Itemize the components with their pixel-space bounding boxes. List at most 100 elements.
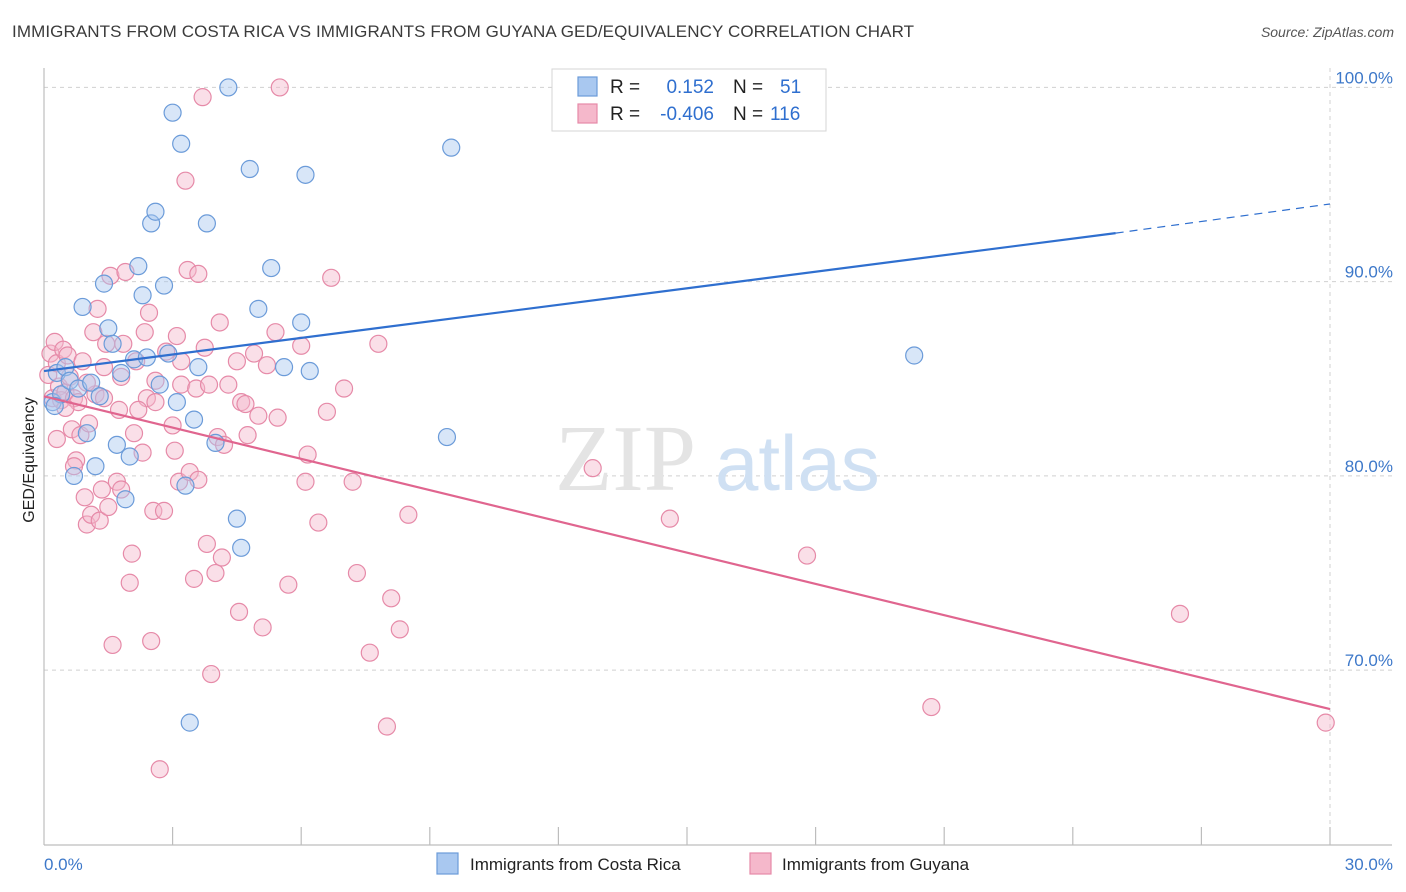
point-guyana <box>193 88 212 107</box>
point-guyana <box>369 334 388 353</box>
point-costa-rica <box>437 427 457 447</box>
point-costa-rica <box>176 476 195 495</box>
point-guyana <box>253 618 272 637</box>
y-tick-labels: 100.0% 90.0% 80.0% 70.0% <box>1335 68 1393 670</box>
point-guyana <box>296 472 315 491</box>
x-tick-label: 0.0% <box>44 855 83 874</box>
point-guyana <box>112 480 131 499</box>
y-tick-label: 100.0% <box>1335 68 1393 87</box>
point-guyana <box>124 424 144 443</box>
point-guyana <box>122 544 141 563</box>
point-costa-rica <box>116 490 135 509</box>
point-guyana <box>266 323 285 342</box>
point-costa-rica <box>112 363 131 383</box>
point-costa-rica <box>292 313 311 332</box>
point-guyana <box>84 323 103 342</box>
legend-swatch-costa-rica <box>577 76 598 97</box>
point-guyana <box>88 299 107 318</box>
point-guyana <box>47 429 66 449</box>
bottom-legend-swatch-guyana <box>749 852 772 875</box>
point-costa-rica <box>150 375 169 394</box>
point-costa-rica <box>45 396 64 416</box>
point-guyana <box>112 367 131 386</box>
point-costa-rica <box>103 334 122 353</box>
trend-line-guyana <box>43 395 1331 711</box>
point-costa-rica <box>146 202 165 221</box>
point-guyana <box>1316 713 1335 732</box>
trend-line-costa-rica-extension <box>1115 203 1331 234</box>
point-guyana <box>268 408 287 427</box>
bottom-legend-costa-rica: Immigrants from Costa Rica <box>470 855 681 874</box>
watermark-atlas: atlas <box>715 419 880 507</box>
point-guyana <box>165 441 184 460</box>
point-costa-rica <box>189 358 208 377</box>
point-guyana <box>120 573 139 592</box>
point-costa-rica <box>905 346 924 365</box>
y-tick-label: 90.0% <box>1345 263 1393 282</box>
point-costa-rica <box>86 457 105 476</box>
point-guyana <box>249 406 268 425</box>
watermark: ZIP atlas <box>555 407 880 511</box>
point-guyana <box>154 501 174 520</box>
point-costa-rica <box>133 286 152 305</box>
point-guyana <box>660 509 679 528</box>
point-guyana <box>92 480 111 499</box>
legend-n-value-guyana: 116 <box>770 104 800 125</box>
point-guyana <box>238 426 257 445</box>
stats-legend: R = 0.152 N = 51 R = -0.406 N = 116 <box>551 68 827 132</box>
point-guyana <box>184 569 204 588</box>
point-costa-rica <box>94 274 114 293</box>
point-guyana <box>797 546 817 565</box>
point-guyana <box>202 664 221 684</box>
point-guyana <box>322 268 341 287</box>
bottom-legend-swatch-costa-rica <box>436 852 459 875</box>
point-guyana <box>206 563 225 583</box>
point-costa-rica <box>99 319 118 338</box>
point-costa-rica <box>240 159 259 179</box>
point-guyana <box>139 303 159 322</box>
point-guyana <box>146 393 165 412</box>
point-guyana <box>150 760 169 779</box>
point-guyana <box>64 457 84 476</box>
point-costa-rica <box>163 103 182 122</box>
legend-n-value-costa-rica: 51 <box>780 77 801 98</box>
point-guyana <box>135 323 154 342</box>
point-costa-rica <box>227 509 246 528</box>
stats-legend-box <box>551 68 827 132</box>
legend-r-value-guyana: -0.406 <box>660 104 714 125</box>
point-costa-rica <box>167 393 186 412</box>
point-costa-rica <box>82 373 101 392</box>
source-label: Source: ZipAtlas.com <box>1260 24 1394 40</box>
point-costa-rica <box>120 447 139 466</box>
point-guyana <box>390 620 409 639</box>
point-guyana <box>142 631 161 651</box>
point-costa-rica <box>184 410 204 429</box>
point-guyana <box>195 338 214 357</box>
point-costa-rica <box>249 299 268 318</box>
point-costa-rica <box>300 361 319 381</box>
point-guyana <box>176 171 195 190</box>
point-guyana <box>1170 604 1190 623</box>
point-guyana <box>210 313 229 332</box>
point-guyana <box>292 336 311 355</box>
point-costa-rica <box>232 538 251 557</box>
point-costa-rica <box>172 134 191 153</box>
point-guyana <box>94 358 114 377</box>
point-costa-rica <box>64 466 84 486</box>
point-costa-rica <box>219 78 238 97</box>
point-costa-rica <box>442 138 461 157</box>
legend-swatch-guyana <box>577 103 598 124</box>
watermark-zip: ZIP <box>555 407 696 511</box>
point-costa-rica <box>197 214 216 233</box>
point-guyana <box>229 602 249 622</box>
point-guyana <box>212 548 231 567</box>
series-guyana-points <box>39 78 1335 779</box>
series-legend: Immigrants from Costa Rica Immigrants fr… <box>436 852 970 875</box>
point-guyana <box>99 497 118 517</box>
point-costa-rica <box>262 258 281 278</box>
chart-title: IMMIGRANTS FROM COSTA RICA VS IMMIGRANTS… <box>12 22 915 41</box>
point-guyana <box>257 356 277 375</box>
point-guyana <box>347 563 367 583</box>
point-guyana <box>583 459 602 478</box>
